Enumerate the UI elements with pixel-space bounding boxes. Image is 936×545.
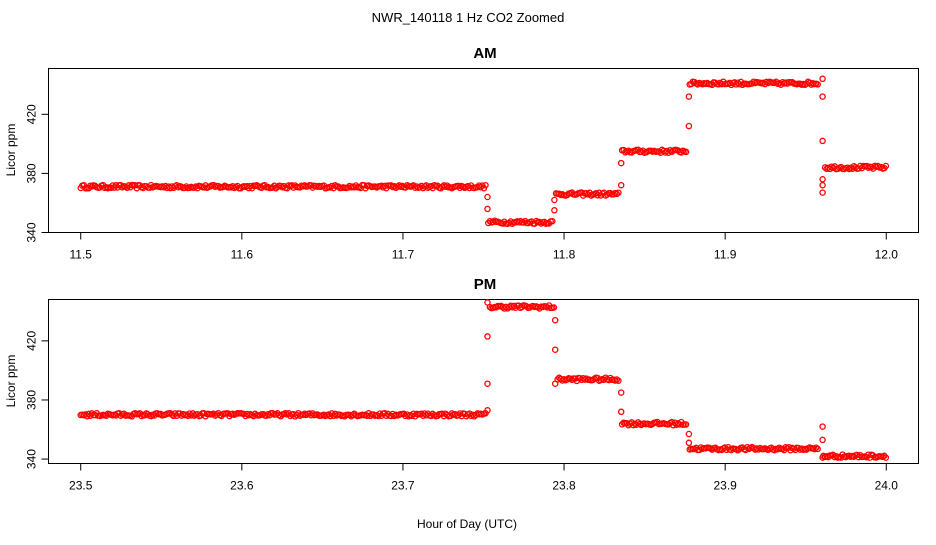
data-point [685,122,693,130]
y-axis-label-pm: Licor ppm [4,355,18,408]
data-point [673,421,680,428]
panel-title-pm: PM [474,276,497,293]
data-point [282,409,289,417]
data-point [732,81,740,88]
data-point [484,380,491,387]
data-point [819,75,826,83]
y-tick-label: 340 [25,449,39,469]
data-point [551,346,559,353]
data-point [617,408,625,416]
data-point [484,193,491,201]
data-point [874,162,882,170]
data-points-am [77,75,890,228]
x-tick-label: 23.6 [230,479,254,493]
axis-ticks-pm: 23.5 23.6 23.7 23.8 23.9 24.0 340 380 420 [25,331,899,493]
data-point [814,445,821,453]
data-point [563,191,571,199]
data-point [617,159,625,167]
y-axis-label-am: Licor ppm [4,124,18,177]
data-point [668,418,675,426]
data-point [484,205,491,213]
data-point [685,439,693,447]
data-point [882,454,890,461]
data-point [484,407,491,414]
y-tick-label: 420 [25,331,39,351]
data-point [819,137,826,145]
data-point [475,182,483,189]
x-tick-label: 23.7 [391,479,415,493]
x-tick-label: 11.9 [714,248,737,262]
x-tick-label: 11.5 [69,248,92,262]
data-point [685,93,693,100]
data-point [814,81,821,88]
data-point [628,149,635,156]
x-tick-label: 11.7 [392,248,415,262]
data-point [147,412,155,420]
data-point [551,380,559,387]
y-tick-label: 340 [25,222,39,242]
data-point [682,421,690,428]
y-tick-label: 420 [25,104,39,124]
x-tick-label: 12.0 [875,248,899,262]
data-point [550,304,558,311]
data-point [682,148,690,156]
x-tick-label: 24.0 [875,479,899,493]
data-point [819,423,826,430]
data-point [387,182,395,189]
data-point [819,176,826,183]
data-point [819,93,826,100]
data-point [882,162,890,170]
data-point [811,445,818,453]
data-point [617,389,625,396]
data-point [551,207,558,214]
data-point [551,196,558,204]
data-point [549,217,556,225]
x-tick-label: 11.6 [231,248,254,262]
x-tick-label: 23.5 [69,479,93,493]
panel-title-am: AM [473,45,496,62]
y-tick-label: 380 [25,163,39,183]
data-point [484,333,491,340]
figure-title: NWR_140118 1 Hz CO2 Zoomed [372,10,565,25]
data-point [819,189,826,196]
x-tick-label: 23.9 [713,479,737,493]
x-axis-label: Hour of Day (UTC) [417,517,517,531]
panel-am: AM Licor ppm 11.5 11.6 11.7 11.8 11.9 12.0 340… [4,45,919,262]
data-point [484,299,491,306]
data-point [615,377,622,384]
data-point [378,182,385,189]
axis-ticks-am: 11.5 11.6 11.7 11.8 11.9 12.0 340 380 420 [25,104,899,262]
panel-pm: PM Licor ppm 23.5 23.6 23.7 23.8 23.9 24.0 340… [4,276,919,493]
plot-frame-pm [48,299,919,464]
data-point [715,81,722,88]
data-point [819,454,826,461]
data-point [819,181,826,189]
data-point [551,316,559,324]
data-point [617,181,625,189]
y-tick-label: 380 [25,390,39,410]
data-point [482,181,489,189]
data-points-pm [77,299,890,461]
data-point [263,412,270,419]
data-point [630,421,637,429]
x-tick-label: 23.8 [552,479,576,493]
x-tick-label: 11.8 [553,248,576,262]
data-point [819,436,826,444]
data-point [443,182,451,189]
plot-frame-am [48,68,919,233]
data-point [771,446,778,454]
data-point [615,189,622,196]
data-point [685,430,693,438]
